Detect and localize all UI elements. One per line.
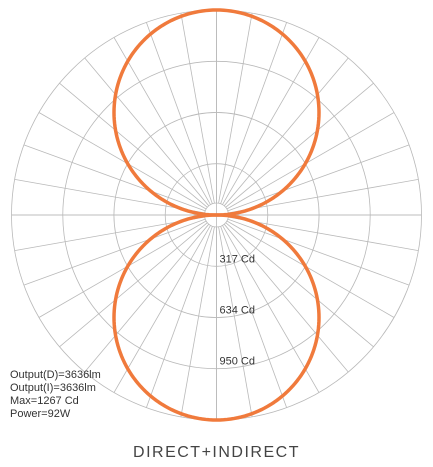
grid-spoke <box>113 225 211 393</box>
stat-power: Power=92W <box>10 408 71 420</box>
grid-spoke <box>146 22 213 204</box>
polar-grid <box>11 9 422 421</box>
grid-spoke <box>23 218 206 286</box>
grid-spoke <box>218 226 253 417</box>
grid-spoke <box>227 218 410 286</box>
stat-output-direct: Output(D)=3636lm <box>10 369 101 381</box>
chart-caption: DIRECT+INDIRECT <box>133 444 300 461</box>
grid-spoke <box>59 222 208 348</box>
grid-spoke <box>223 223 349 373</box>
grid-spoke <box>84 57 210 207</box>
grid-spoke <box>59 82 208 208</box>
grid-spoke <box>113 37 211 205</box>
grid-spoke <box>180 13 215 204</box>
grid-spoke <box>223 57 349 207</box>
grid-spoke <box>226 220 395 318</box>
grid-spoke <box>218 13 253 204</box>
grid-spoke <box>220 226 287 408</box>
grid-spoke <box>38 220 207 318</box>
grid-spoke <box>23 144 206 212</box>
ring-label-634: 634 Cd <box>220 305 255 317</box>
grid-spoke <box>38 112 207 210</box>
grid-spoke <box>14 179 205 214</box>
ring-label-950: 950 Cd <box>220 356 255 368</box>
grid-spoke <box>227 144 410 212</box>
grid-spoke <box>226 112 395 210</box>
indirect-intensity-curve <box>112 8 321 217</box>
grid-spoke <box>84 223 210 373</box>
grid-ring <box>62 60 371 370</box>
stat-output-indirect: Output(I)=3636lm <box>10 382 96 394</box>
grid-ring <box>113 112 320 318</box>
grid-spoke <box>225 222 374 348</box>
grid-spoke <box>222 37 320 205</box>
direct-intensity-curve <box>112 213 321 422</box>
grid-spoke <box>228 179 419 214</box>
grid-ring <box>164 163 269 267</box>
grid-spoke <box>228 216 419 251</box>
ring-labels: 317 Cd 634 Cd 950 Cd <box>220 253 255 367</box>
grid-spoke <box>146 226 213 408</box>
ring-label-317: 317 Cd <box>220 253 255 265</box>
intensity-curves <box>112 8 321 422</box>
grid-spoke <box>225 82 374 208</box>
grid-spoke <box>222 225 320 393</box>
grid-spoke <box>14 216 205 251</box>
stat-max-intensity: Max=1267 Cd <box>10 395 79 407</box>
grid-spoke <box>180 226 215 417</box>
grid-spoke <box>220 22 287 204</box>
photometric-stats: Output(D)=3636lm Output(I)=3636lm Max=12… <box>10 369 101 420</box>
